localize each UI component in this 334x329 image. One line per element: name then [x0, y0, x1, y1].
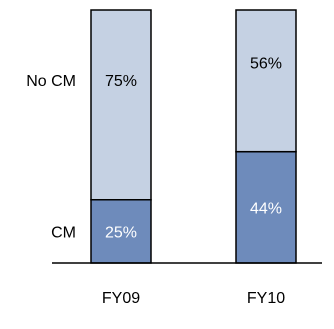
data-label-fy10-no-cm: 56% — [250, 55, 282, 72]
labels-group: 25% 75% FY09 44% 56% FY10 CM No CM — [26, 55, 285, 307]
bar-fy09-cm — [90, 199, 152, 264]
legend-label-cm: CM — [51, 224, 76, 241]
category-label-fy09: FY09 — [102, 290, 140, 307]
bar-fy09-no-cm — [90, 9, 152, 201]
data-label-fy10-cm: 44% — [250, 200, 282, 217]
bars-group — [90, 9, 297, 264]
data-label-fy09-cm: 25% — [105, 224, 137, 241]
legend-label-no-cm: No CM — [26, 73, 76, 90]
category-label-fy10: FY10 — [247, 290, 285, 307]
data-label-fy09-no-cm: 75% — [105, 73, 137, 90]
bar-fy10-no-cm — [235, 9, 297, 153]
